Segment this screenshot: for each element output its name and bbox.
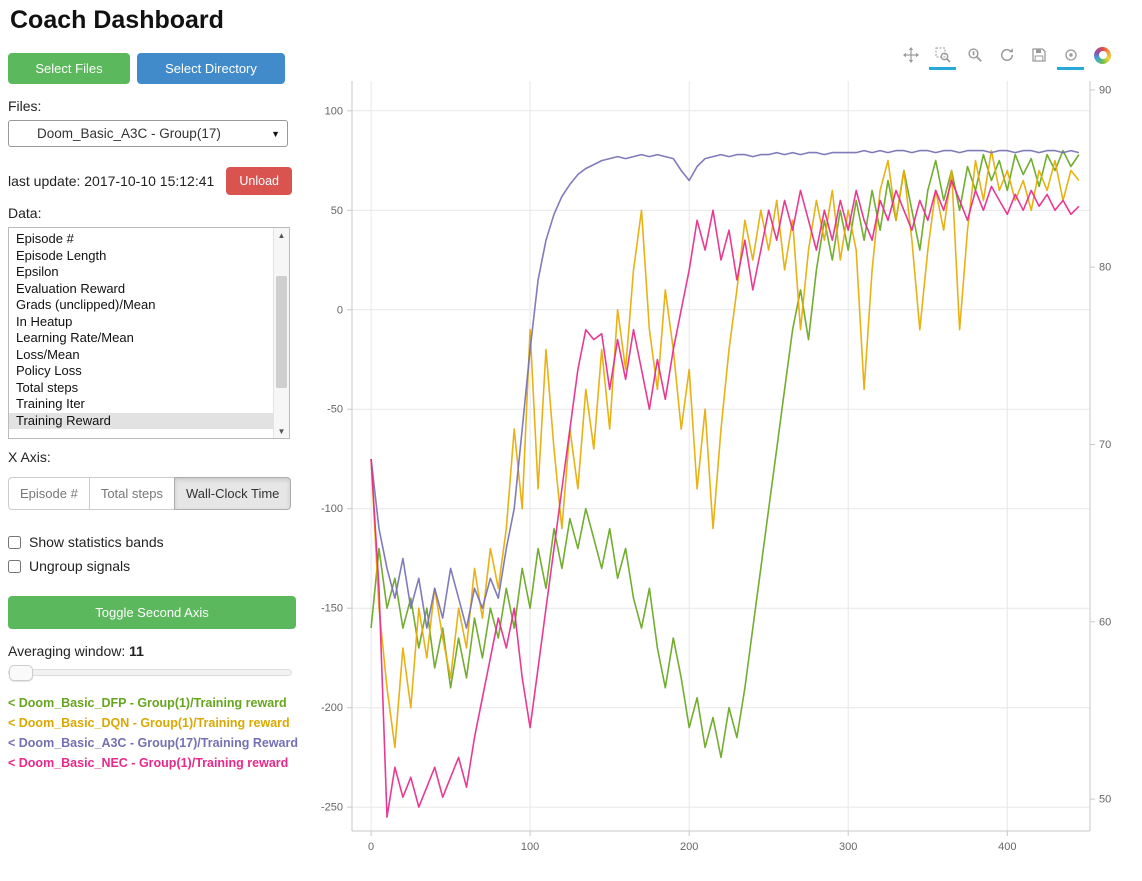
save-icon[interactable] — [1025, 46, 1052, 70]
left-tick-label: 0 — [337, 304, 343, 316]
checkbox[interactable] — [8, 535, 21, 549]
last-update-row: last update: 2017-10-10 15:12:41 Unload — [8, 167, 292, 195]
dropdown-arrow-icon: ▼ — [271, 128, 280, 139]
data-list-item[interactable]: Learning Rate/Mean — [16, 330, 134, 345]
averaging-window-value: 11 — [129, 643, 144, 659]
x-axis-label: X Axis: — [8, 449, 51, 465]
chart-region: 100 50 0 -50 -100 -150 -200 -250 90 80 70 60 50 0 100 2… — [300, 39, 1142, 866]
bokeh-logo-center — [1098, 51, 1107, 59]
legend-item[interactable]: < Doom_Basic_A3C - Group(17)/Training Re… — [8, 736, 298, 750]
checkbox-row: Show statistics bands — [8, 534, 300, 550]
bokeh-logo-icon[interactable] — [1089, 46, 1116, 70]
legend-item[interactable]: < Doom_Basic_DFP - Group(1)/Training rew… — [8, 696, 287, 710]
data-list-item[interactable]: Training Iter — [16, 396, 85, 411]
averaging-window-slider-thumb[interactable] — [9, 665, 33, 681]
series-line — [370, 149, 1080, 759]
averaging-window-label: Averaging window: — [8, 643, 126, 659]
right-tick-label: 70 — [1099, 439, 1111, 451]
x-axis-option-button[interactable]: Total steps — [88, 477, 175, 510]
data-list[interactable]: Episode # Episode Length Epsilon Evaluation… — [8, 227, 290, 439]
right-tick-label: 60 — [1099, 616, 1111, 628]
data-list-item[interactable]: Epsilon — [16, 264, 59, 279]
legend-item[interactable]: < Doom_Basic_DQN - Group(1)/Training rew… — [8, 716, 290, 730]
select-directory-button[interactable]: Select Directory — [137, 53, 285, 84]
bokeh-logo-ring — [1094, 46, 1111, 64]
x-tick-label: 0 — [368, 841, 374, 853]
series-line — [370, 149, 1080, 629]
left-tick-label: -100 — [321, 503, 343, 515]
checkbox-label: Show statistics bands — [29, 534, 164, 550]
data-list-scroll-thumb[interactable] — [276, 276, 287, 388]
data-list-item[interactable]: Loss/Mean — [16, 346, 80, 362]
files-select-value: Doom_Basic_A3C - Group(17) — [37, 126, 221, 141]
scroll-down-icon[interactable]: ▼ — [277, 426, 286, 436]
checkbox-label: Ungroup signals — [29, 558, 131, 574]
wheel-zoom-icon[interactable] — [961, 46, 988, 70]
sidebar: Select Files Select Directory Files: Doo… — [0, 39, 300, 776]
data-list-item[interactable]: Evaluation Reward — [16, 280, 126, 296]
left-tick-label: -50 — [327, 404, 343, 416]
select-files-button[interactable]: Select Files — [8, 53, 130, 84]
data-list-item[interactable]: Training Reward — [9, 412, 289, 429]
chart-legend: < Doom_Basic_DFP - Group(1)/Training rew… — [8, 696, 298, 771]
file-buttons-row: Select Files Select Directory — [8, 53, 300, 84]
x-axis-option-button[interactable]: Wall-Clock Time — [173, 477, 292, 510]
checkbox[interactable] — [8, 559, 21, 573]
hover-icon[interactable] — [1057, 46, 1084, 70]
files-label: Files: — [8, 98, 42, 114]
box-zoom-icon[interactable] — [929, 46, 956, 70]
data-list-item[interactable]: Grads (unclipped)/Mean — [16, 297, 156, 312]
toggle-second-axis-button[interactable]: Toggle Second Axis — [8, 596, 296, 629]
x-tick-label: 200 — [680, 841, 698, 853]
pan-icon[interactable] — [897, 46, 924, 70]
series-line — [370, 179, 1080, 818]
page-title: Coach Dashboard — [10, 6, 224, 34]
training-reward-chart[interactable]: 100 50 0 -50 -100 -150 -200 -250 90 80 70 60 50 0 100 2… — [300, 71, 1140, 866]
data-list-item[interactable]: Episode Length — [16, 247, 107, 263]
data-list-item[interactable]: Policy Loss — [16, 363, 82, 378]
right-tick-label: 50 — [1099, 794, 1111, 806]
files-select[interactable]: Doom_Basic_A3C - Group(17) ▼ — [8, 120, 288, 147]
x-tick-label: 100 — [521, 841, 539, 853]
left-tick-label: -200 — [321, 702, 343, 714]
right-tick-label: 90 — [1099, 84, 1111, 96]
data-list-item[interactable]: In Heatup — [16, 313, 73, 329]
series-line — [370, 149, 1080, 749]
reset-icon[interactable] — [993, 46, 1020, 70]
left-tick-label: 100 — [325, 105, 343, 117]
data-list-item[interactable]: Total steps — [16, 379, 79, 395]
x-axis-toggle-group: Episode # Total steps Wall-Clock Time — [8, 477, 292, 510]
averaging-window-slider[interactable] — [8, 665, 292, 681]
x-axis-option-button[interactable]: Episode # — [8, 477, 90, 510]
data-list-items: Episode # Episode Length Epsilon Evaluation… — [9, 228, 289, 429]
left-tick-label: 50 — [331, 205, 343, 217]
scroll-up-icon[interactable]: ▲ — [277, 230, 286, 240]
right-tick-label: 80 — [1099, 262, 1111, 274]
legend-item[interactable]: < Doom_Basic_NEC - Group(1)/Training rew… — [8, 756, 289, 770]
unload-button[interactable]: Unload — [226, 167, 292, 195]
checkboxes-container: Show statistics bands Ungroup signals — [8, 534, 300, 574]
x-tick-label: 400 — [998, 841, 1016, 853]
data-label: Data: — [8, 205, 42, 221]
last-update-text: last update: 2017-10-10 15:12:41 — [8, 173, 215, 189]
x-tick-label: 300 — [839, 841, 857, 853]
chart-toolbar — [300, 41, 1142, 71]
left-tick-label: -150 — [321, 603, 343, 615]
data-list-item[interactable]: Episode # — [16, 231, 74, 246]
left-tick-label: -250 — [321, 802, 343, 814]
checkbox-row: Ungroup signals — [8, 558, 300, 574]
main-layout: Select Files Select Directory Files: Doo… — [0, 39, 1142, 866]
averaging-window-row: Averaging window: 11 — [8, 643, 300, 659]
